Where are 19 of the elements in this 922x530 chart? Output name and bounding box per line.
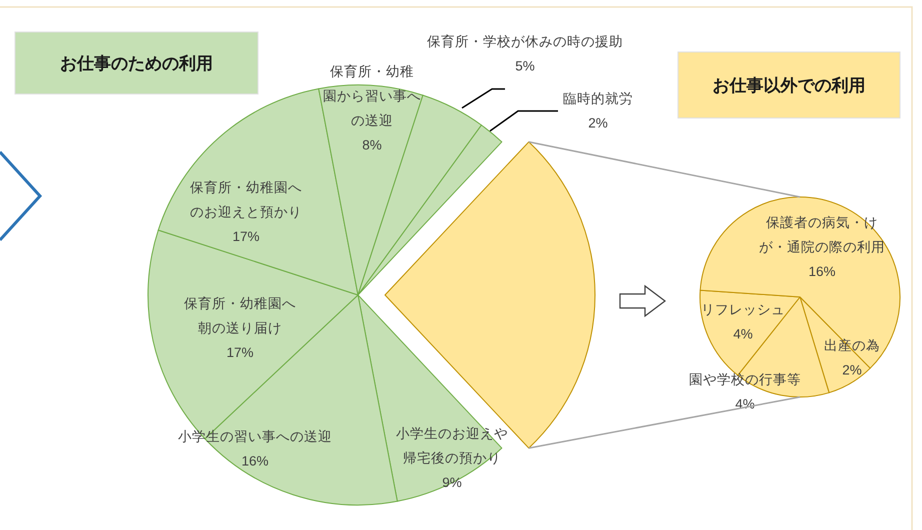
slice-label: 保育所・幼稚園から習い事への送迎 [323,63,421,128]
data-label: 16% [241,454,269,468]
slice-label: 保育所・幼稚園へのお迎えと預かり [190,179,302,220]
data-label: 17% [226,345,254,360]
chart-title: お仕事以外での利用 [712,76,866,95]
data-label: 5% [515,58,535,74]
slice-label: 保護者の病気・けが・通院の際の利用 [759,215,885,254]
data-label: 16% [808,264,836,279]
data-label: 2% [842,362,862,378]
slice-label: リフレッシュ [701,302,785,317]
slice-label: 保育所・幼稚園へ朝の送り届け [184,295,296,336]
slice-label: 保育所・学校が休みの時の援助 [427,33,623,49]
text: お仕事のための利用 [60,54,213,73]
slice-label: 臨時的就労 [563,91,633,106]
data-label: 4% [733,326,753,342]
data-label: 2% [588,116,608,130]
data-label: 17% [232,229,260,244]
data-label: 8% [362,138,382,152]
slice-label: 園や学校の行事等 [689,372,801,387]
